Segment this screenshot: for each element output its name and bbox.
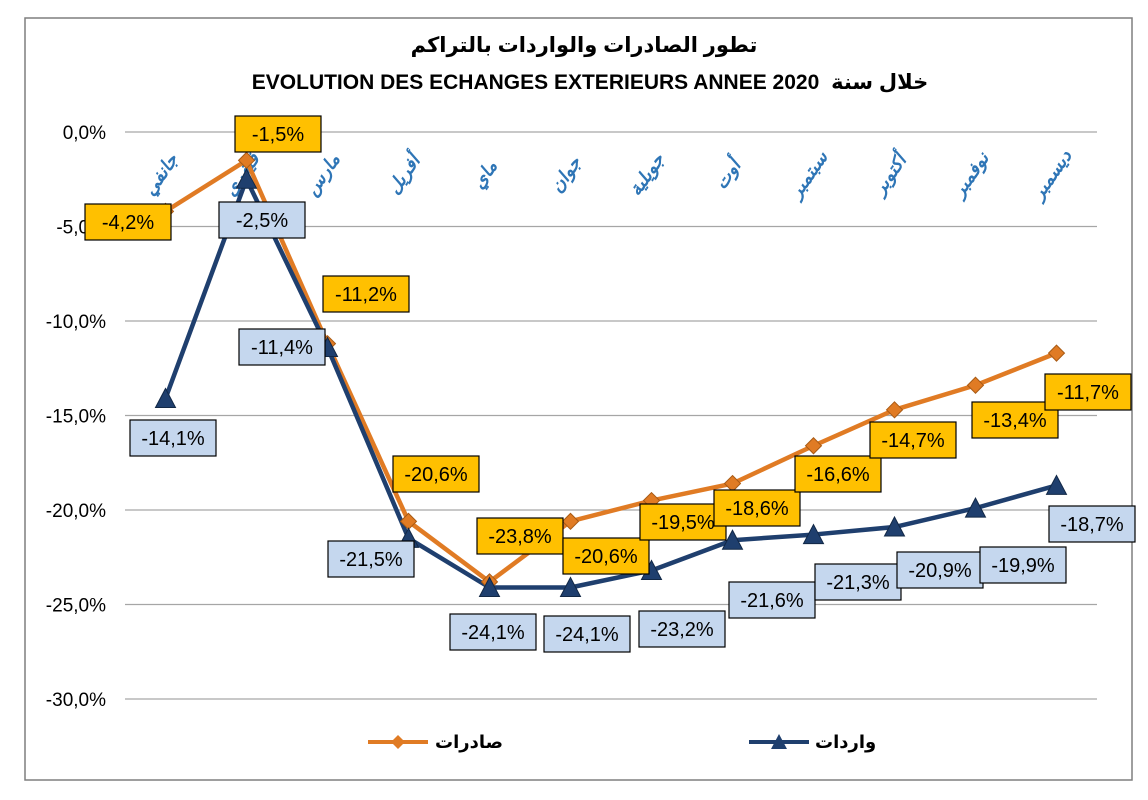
- data-point-imports[interactable]: [883, 515, 906, 537]
- data-label-box: [238, 328, 326, 366]
- data-point-imports[interactable]: [721, 529, 744, 550]
- data-label-box: [1048, 505, 1136, 543]
- data-point-imports[interactable]: [478, 576, 501, 597]
- data-label-exports: -1,5%: [252, 124, 304, 146]
- series-lines: [163, 158, 1058, 590]
- data-label-box: [327, 540, 415, 578]
- data-point-imports[interactable]: [802, 523, 825, 545]
- data-point-imports[interactable]: [235, 168, 258, 189]
- legend-label-imports: واردات: [815, 732, 876, 753]
- legend: صادرات واردات: [368, 732, 876, 753]
- data-point-imports[interactable]: [154, 387, 177, 408]
- data-point-exports[interactable]: [561, 512, 580, 531]
- data-label-imports: -14,1%: [141, 428, 205, 450]
- data-label-imports: -19,9%: [991, 555, 1055, 577]
- data-label-exports: -4,2%: [102, 212, 154, 234]
- chart-subtitle-fr: EVOLUTION DES ECHANGES EXTERIEURS ANNEE …: [252, 71, 820, 94]
- series-line-imports: [163, 177, 1058, 590]
- y-tick-label: 0,0%: [63, 123, 106, 144]
- y-tick-label: -15,0%: [46, 407, 106, 428]
- legend-marker-exports: [391, 735, 405, 749]
- data-point-exports[interactable]: [966, 376, 985, 394]
- data-label-exports: -23,8%: [488, 526, 552, 548]
- data-label-imports: -20,9%: [908, 560, 972, 582]
- data-label-box: [84, 203, 172, 241]
- data-label-exports: -19,5%: [651, 512, 715, 534]
- data-label-exports: -20,6%: [574, 546, 638, 568]
- data-label-exports: -11,2%: [335, 284, 397, 306]
- y-tick-label: -30,0%: [46, 690, 106, 711]
- data-label-box: [449, 613, 537, 651]
- chart-subtitle-ar: خلال سنة: [831, 71, 928, 94]
- chart-border: [24, 17, 1133, 781]
- data-point-exports[interactable]: [1047, 344, 1066, 362]
- data-label-box: [979, 546, 1067, 584]
- gridlines: [125, 131, 1097, 700]
- data-label-imports: -21,3%: [826, 572, 890, 594]
- data-label-imports: -21,6%: [740, 590, 804, 612]
- data-point-exports[interactable]: [885, 401, 904, 419]
- data-label-exports: -16,6%: [806, 464, 870, 486]
- series-line-exports: [164, 158, 1058, 585]
- data-label-exports: -14,7%: [881, 430, 945, 452]
- data-point-exports[interactable]: [804, 437, 823, 455]
- data-label-imports: -21,5%: [339, 549, 403, 571]
- legend-item-imports[interactable]: واردات: [749, 732, 876, 753]
- data-label-imports: -23,2%: [650, 619, 714, 641]
- data-label-imports: -24,1%: [555, 624, 619, 646]
- data-label-exports: -18,6%: [725, 498, 789, 520]
- data-labels: -4,2% -1,5% -11,2% -20,6% -23,8% -20,6% -19,5%…: [84, 115, 1136, 653]
- data-label-box: [869, 421, 957, 459]
- legend-label-exports: صادرات: [435, 732, 503, 752]
- data-label-box: [971, 401, 1059, 439]
- chart-subtitle: EVOLUTION DES ECHANGES EXTERIEURS ANNEE …: [252, 71, 928, 94]
- y-tick-label: -20,0%: [46, 501, 106, 522]
- y-tick-label: -25,0%: [46, 596, 106, 617]
- data-label-box: [234, 115, 322, 153]
- data-label-box: [218, 201, 306, 239]
- data-label-box: [476, 517, 564, 555]
- data-label-box: [562, 537, 650, 575]
- legend-item-exports[interactable]: صادرات: [368, 732, 503, 752]
- legend-marker-imports: [771, 734, 787, 749]
- data-label-imports: -2,5%: [236, 210, 288, 232]
- data-label-box: [814, 563, 902, 601]
- data-point-imports[interactable]: [559, 576, 582, 597]
- y-tick-label: -10,0%: [46, 312, 106, 333]
- data-label-box: [794, 455, 882, 493]
- data-label-box: [638, 610, 726, 648]
- data-label-box: [129, 419, 217, 457]
- data-label-imports: -18,7%: [1060, 514, 1124, 536]
- data-label-imports: -24,1%: [461, 622, 525, 644]
- data-label-box: [713, 489, 801, 527]
- data-label-box: [1044, 373, 1132, 411]
- data-label-box: [392, 455, 480, 493]
- data-label-exports: -13,4%: [983, 410, 1047, 432]
- data-label-box: [322, 275, 410, 313]
- data-point-imports[interactable]: [1045, 474, 1068, 495]
- data-label-imports: -11,4%: [251, 337, 313, 359]
- data-label-box: [543, 615, 631, 653]
- data-label-box: [728, 581, 816, 619]
- data-label-exports: -20,6%: [404, 464, 468, 486]
- chart-title: تطور الصادرات والواردات بالتراكم: [411, 34, 758, 57]
- data-point-imports[interactable]: [964, 497, 987, 518]
- y-axis: 0,0%-5,0%-10,0%-15,0%-20,0%-25,0%-30,0%: [46, 123, 106, 711]
- data-label-exports: -11,7%: [1057, 382, 1119, 404]
